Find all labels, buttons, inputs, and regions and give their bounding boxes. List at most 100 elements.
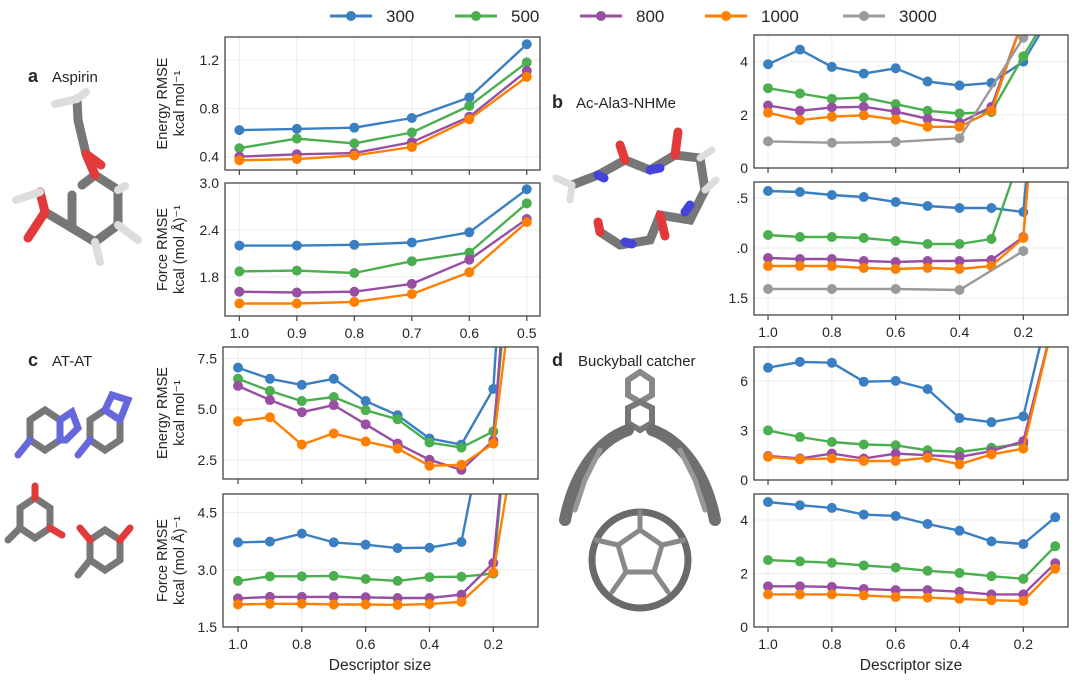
data-point-3000 xyxy=(763,284,774,294)
data-point-1000 xyxy=(456,596,467,607)
data-point-300 xyxy=(763,186,774,196)
series-line-300 xyxy=(767,500,1056,546)
data-point-300 xyxy=(794,44,805,55)
data-point-1000 xyxy=(890,456,901,466)
data-point-300 xyxy=(922,518,933,529)
data-point-1000 xyxy=(360,436,371,447)
data-point-1000 xyxy=(392,443,403,454)
data-point-1000 xyxy=(424,460,435,471)
data-point-300 xyxy=(264,373,275,384)
data-point-800 xyxy=(954,256,965,266)
data-point-500 xyxy=(296,571,307,582)
data-point-500 xyxy=(858,560,869,571)
x-tick-label: 0.2 xyxy=(484,636,504,652)
series-line-1000 xyxy=(767,347,1049,466)
y-tick-label: 2.4 xyxy=(200,222,220,238)
data-point-300 xyxy=(328,373,339,384)
data-point-300 xyxy=(1050,277,1060,287)
data-point-1000 xyxy=(406,142,417,153)
data-point-300 xyxy=(890,375,901,386)
data-point-1000 xyxy=(264,598,275,609)
data-point-800 xyxy=(464,254,475,265)
data-point-500 xyxy=(233,373,243,384)
x-tick-label: 0.5 xyxy=(517,325,537,341)
subplot-c-energy: 2.5 5.0 7.5 Energy RMSE kcal mol⁻¹ xyxy=(155,346,539,484)
data-point-300 xyxy=(826,61,837,72)
y-tick-label: 0 xyxy=(740,160,748,176)
data-point-1000 xyxy=(233,599,243,610)
data-point-1000 xyxy=(521,217,532,228)
data-point-800 xyxy=(360,592,371,603)
data-point-1000 xyxy=(328,428,339,439)
panel-a-label: a Aspirin xyxy=(28,66,98,86)
data-point-1000 xyxy=(763,107,774,118)
data-point-1000 xyxy=(890,592,901,603)
x-tick-label: 0.6 xyxy=(886,636,906,652)
data-point-1000 xyxy=(763,589,774,600)
data-point-800 xyxy=(794,581,805,592)
data-point-1000 xyxy=(464,114,475,125)
data-point-800 xyxy=(954,451,965,462)
data-point-300 xyxy=(233,362,243,373)
y-tick-label: 1.2 xyxy=(200,52,220,68)
data-point-300 xyxy=(826,190,837,200)
series-line-500 xyxy=(767,545,1057,580)
data-point-500 xyxy=(763,83,774,94)
data-point-800 xyxy=(328,400,339,411)
data-point-3000 xyxy=(1018,35,1029,43)
data-point-1000 xyxy=(858,456,869,466)
data-point-1000 xyxy=(1018,233,1029,243)
legend-label: 500 xyxy=(511,7,539,26)
data-point-1000 xyxy=(922,263,933,273)
y-axis-label: Force RMSE xyxy=(155,519,171,602)
series-group xyxy=(763,277,1060,470)
data-point-1000 xyxy=(328,599,339,610)
data-point-500 xyxy=(890,99,901,110)
legend-label: 1000 xyxy=(761,7,799,26)
y-tick-label: 0 xyxy=(740,472,748,488)
data-point-1000 xyxy=(954,264,965,274)
series-line-1000 xyxy=(239,75,528,162)
series-line-300 xyxy=(767,347,1041,424)
panel-letter: d xyxy=(552,350,563,370)
data-point-1000 xyxy=(890,264,901,274)
at-at-molecule-image xyxy=(4,390,134,579)
data-point-300 xyxy=(890,63,901,74)
data-point-300 xyxy=(954,80,965,91)
data-point-1000 xyxy=(986,449,997,460)
series-line-300 xyxy=(239,188,528,247)
data-point-500 xyxy=(986,234,997,244)
data-point-1000 xyxy=(858,110,869,121)
data-point-1000 xyxy=(233,416,243,427)
data-point-500 xyxy=(456,442,467,453)
data-point-300 xyxy=(794,356,805,367)
data-point-800 xyxy=(794,254,805,264)
axes-frame xyxy=(224,36,541,171)
data-point-1000 xyxy=(1050,563,1061,574)
data-point-300 xyxy=(360,396,371,407)
data-point-500 xyxy=(234,143,245,154)
data-point-3000 xyxy=(890,284,901,294)
data-point-500 xyxy=(392,414,403,425)
y-axis-label: Energy RMSE xyxy=(155,57,171,149)
series-line-300 xyxy=(237,494,473,550)
data-point-500 xyxy=(890,562,901,573)
data-point-500 xyxy=(392,575,403,586)
data-point-800 xyxy=(954,586,965,597)
data-point-300 xyxy=(794,500,805,511)
x-tick-label: 0.9 xyxy=(287,325,307,341)
legend-label: 3000 xyxy=(899,7,937,26)
data-point-500 xyxy=(954,108,965,119)
series-line-500 xyxy=(767,182,1013,246)
data-point-500 xyxy=(986,571,997,582)
data-point-300 xyxy=(488,383,499,394)
series-line-1000 xyxy=(237,494,508,607)
series-line-500 xyxy=(237,347,503,449)
data-point-500 xyxy=(406,127,417,138)
data-point-1000 xyxy=(1018,443,1029,454)
data-point-500 xyxy=(349,267,360,278)
data-point-800 xyxy=(264,591,275,602)
data-point-1000 xyxy=(794,261,805,271)
data-point-500 xyxy=(328,570,339,581)
data-point-800 xyxy=(826,581,837,592)
